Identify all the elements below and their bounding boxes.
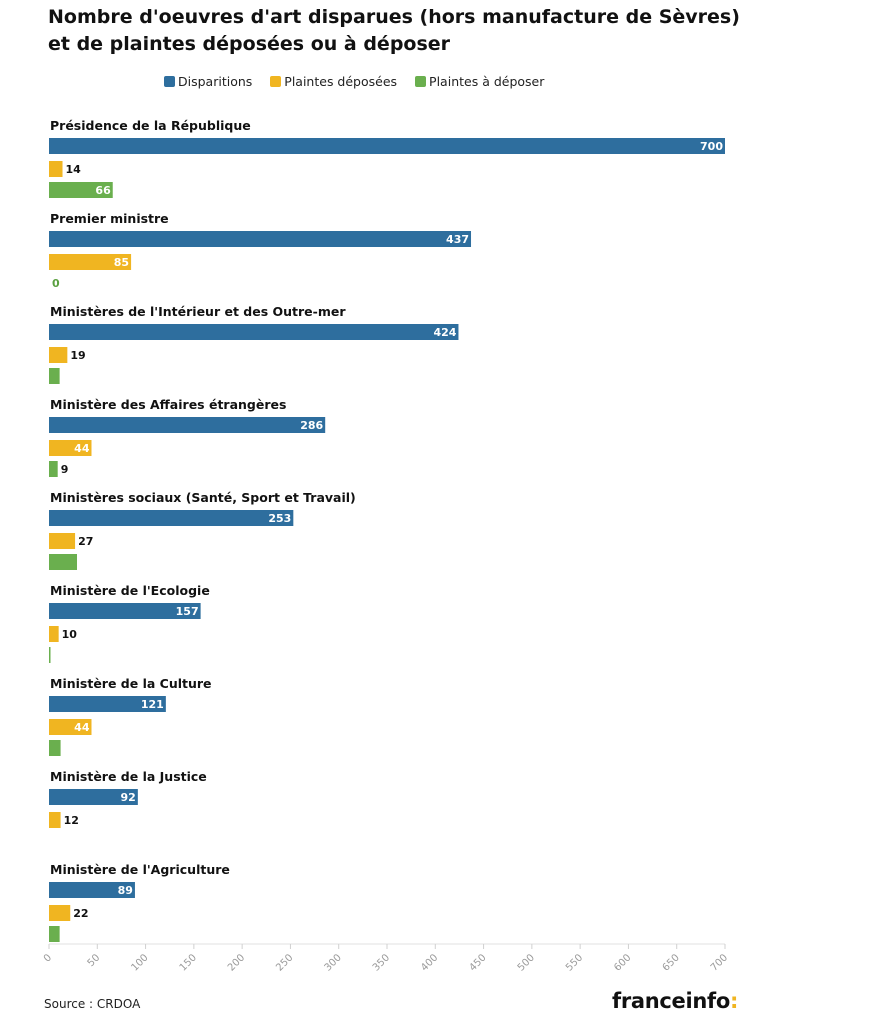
bar — [49, 161, 63, 177]
data-label: 85 — [114, 256, 129, 269]
data-label: 22 — [73, 907, 88, 920]
data-label: 9 — [61, 463, 69, 476]
x-tick-label: 450 — [467, 952, 488, 973]
x-tick-label: 300 — [323, 952, 344, 973]
bar — [49, 882, 135, 898]
legend-item-disparitions: Disparitions — [164, 74, 252, 89]
data-label: 66 — [95, 184, 111, 197]
bar — [49, 926, 60, 942]
data-label: 14 — [66, 163, 82, 176]
data-label: 92 — [121, 791, 136, 804]
source-note: Source : CRDOA — [44, 997, 141, 1011]
x-tick-label: 650 — [661, 952, 682, 973]
x-tick-label: 500 — [516, 952, 537, 973]
data-label: 286 — [300, 419, 323, 432]
legend-item-plaintes-a-deposer: Plaintes à déposer — [415, 74, 544, 89]
bar — [49, 417, 326, 433]
data-label: 0 — [52, 277, 60, 290]
brand-accent: : — [730, 989, 739, 1013]
bar — [49, 138, 725, 154]
bar-chart: Présidence de la République 700 14 66 Premie… — [42, 118, 730, 974]
legend-swatch-plaintes-a-deposer — [415, 76, 427, 87]
x-tick-label: 200 — [226, 952, 247, 973]
bar — [49, 182, 113, 198]
bar — [49, 603, 201, 619]
bar — [49, 461, 58, 477]
brand-name: franceinfo — [612, 989, 731, 1013]
bar — [49, 719, 92, 735]
category-label: Ministère des Affaires étrangères — [50, 397, 286, 412]
data-label: 157 — [176, 605, 199, 618]
x-tick-label: 600 — [612, 952, 633, 973]
x-tick-label: 400 — [419, 952, 440, 973]
data-label: 19 — [70, 349, 85, 362]
bar — [49, 231, 472, 247]
bar — [49, 440, 92, 456]
chart-title-line-1: Nombre d'oeuvres d'art disparues (hors m… — [48, 6, 740, 28]
bar — [49, 740, 61, 756]
data-label: 437 — [446, 233, 469, 246]
x-tick-label: 50 — [86, 952, 103, 969]
x-tick-label: 350 — [371, 952, 392, 973]
bar — [49, 533, 76, 549]
bar — [49, 696, 166, 712]
legend-label-disparitions: Disparitions — [178, 74, 253, 89]
bar — [49, 626, 59, 642]
data-label: 44 — [74, 721, 90, 734]
data-label: 121 — [141, 698, 164, 711]
bar — [49, 510, 294, 526]
category-label: Présidence de la République — [50, 118, 251, 133]
legend-label-plaintes-deposees: Plaintes déposées — [284, 74, 398, 89]
legend-item-plaintes-deposees: Plaintes déposées — [270, 74, 397, 89]
x-tick-label: 550 — [564, 952, 585, 973]
brand-logo: franceinfo: — [612, 989, 738, 1013]
data-label: 44 — [74, 442, 90, 455]
data-label: 10 — [62, 628, 78, 641]
category-label: Ministère de la Culture — [50, 676, 212, 691]
bar — [49, 347, 68, 363]
bar — [49, 812, 61, 828]
category-label: Ministère de l'Ecologie — [50, 583, 210, 598]
chart-title: Nombre d'oeuvres d'art disparues (hors m… — [48, 4, 848, 58]
category-label: Ministères sociaux (Santé, Sport et Trav… — [50, 490, 356, 505]
x-tick-label: 150 — [178, 952, 199, 973]
legend-swatch-disparitions — [164, 76, 175, 87]
x-tick-label: 0 — [42, 952, 54, 964]
category-label: Premier ministre — [50, 211, 169, 226]
data-label: 700 — [700, 140, 723, 153]
bar — [49, 254, 132, 270]
data-label: 253 — [268, 512, 291, 525]
category-label: Ministères de l'Intérieur et des Outre-m… — [50, 304, 346, 319]
data-label: 424 — [433, 326, 456, 339]
chart-legend: Disparitions Plaintes déposées Plaintes … — [164, 74, 544, 89]
chart-title-line-2: et de plaintes déposées ou à déposer — [48, 33, 451, 55]
bar — [49, 789, 138, 805]
data-label: 27 — [78, 535, 93, 548]
bar — [49, 647, 51, 663]
bar — [49, 554, 78, 570]
x-tick-label: 100 — [129, 952, 150, 973]
data-label: 12 — [64, 814, 79, 827]
legend-label-plaintes-a-deposer: Plaintes à déposer — [429, 74, 545, 89]
x-tick-label: 250 — [274, 952, 295, 973]
bar — [49, 368, 60, 384]
bar — [49, 324, 459, 340]
data-label: 89 — [118, 884, 133, 897]
category-label: Ministère de l'Agriculture — [50, 862, 230, 877]
bar — [49, 905, 71, 921]
category-label: Ministère de la Justice — [50, 769, 207, 784]
legend-swatch-plaintes-deposees — [270, 76, 282, 87]
x-tick-label: 700 — [709, 952, 730, 973]
